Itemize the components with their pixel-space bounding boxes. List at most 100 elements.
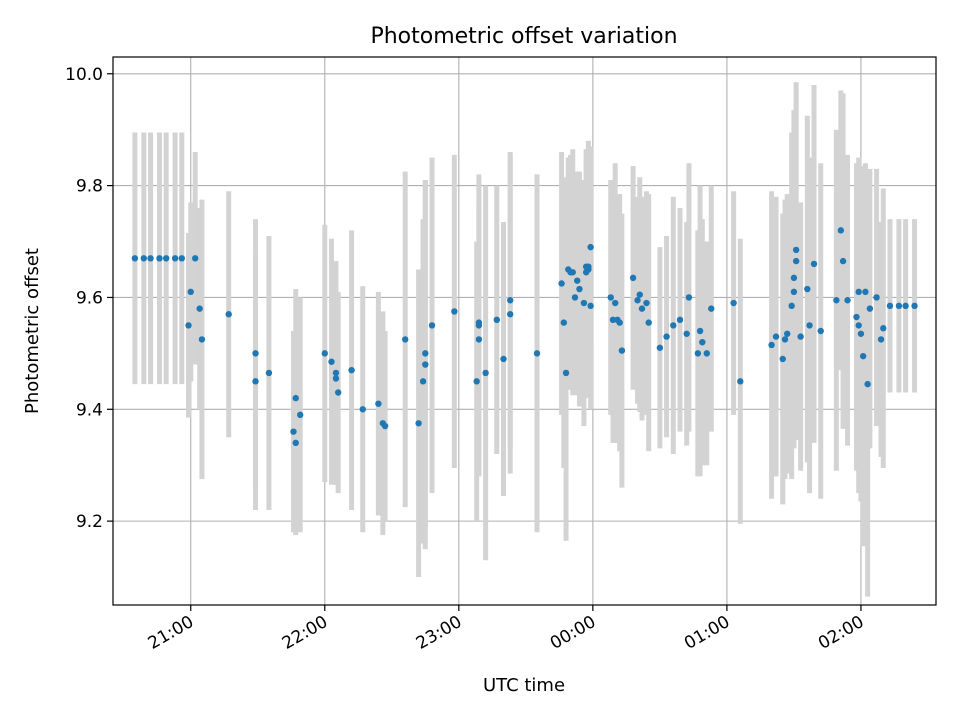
data-point (737, 378, 744, 385)
data-point (676, 316, 684, 324)
data-point (178, 255, 186, 262)
data-point (225, 311, 232, 318)
data-point (708, 305, 715, 312)
data-point (781, 336, 789, 343)
data-point (804, 285, 811, 293)
data-point (569, 269, 576, 276)
y-tick-label: 9.6 (76, 288, 103, 308)
data-point (790, 288, 798, 296)
data-point (645, 319, 652, 326)
data-point (864, 380, 871, 388)
data-point (862, 288, 869, 296)
data-point (656, 344, 664, 351)
data-point (147, 255, 154, 262)
data-point (866, 305, 874, 312)
data-point (696, 327, 704, 335)
data-point (482, 369, 489, 377)
data-point (859, 352, 867, 360)
data-point (683, 330, 690, 337)
data-point (321, 350, 328, 357)
data-point (609, 316, 617, 324)
data-point (772, 333, 780, 340)
data-point (334, 389, 342, 396)
chart-title: Photometric offset variation (370, 24, 677, 49)
plot-frame (112, 56, 937, 606)
data-point (500, 355, 507, 363)
data-points (131, 227, 918, 447)
data-point (428, 322, 436, 329)
data-point (611, 299, 619, 307)
x-axis-label: UTC time (483, 675, 565, 696)
data-point (558, 280, 565, 287)
data-point (618, 347, 626, 354)
data-point (198, 336, 206, 343)
data-point (873, 294, 880, 301)
data-point (694, 350, 702, 357)
data-point (833, 297, 840, 304)
data-point (880, 325, 887, 332)
data-point (402, 336, 409, 343)
data-point (792, 257, 800, 265)
data-point (788, 302, 795, 310)
data-point (911, 302, 918, 310)
y-tick-label: 9.2 (76, 512, 103, 532)
data-point (475, 336, 483, 343)
data-point (810, 260, 818, 268)
data-point (643, 299, 650, 307)
data-point (381, 422, 389, 430)
data-point (359, 406, 366, 413)
data-point (574, 277, 581, 284)
data-point (332, 375, 340, 382)
data-point (768, 341, 775, 349)
data-point (607, 294, 614, 301)
data-point (779, 355, 786, 363)
data-point (784, 330, 791, 337)
data-point (797, 333, 804, 340)
y-tick-label: 9.4 (76, 400, 103, 420)
data-point (375, 400, 382, 407)
data-point (192, 255, 199, 262)
y-axis-label: Photometric offset (22, 248, 43, 414)
data-point (817, 327, 824, 335)
data-point (877, 336, 885, 343)
data-point (171, 255, 179, 262)
data-point (422, 350, 429, 357)
data-point (475, 322, 483, 329)
data-point (663, 333, 670, 340)
data-point (562, 369, 570, 377)
data-point (571, 294, 579, 301)
data-point (685, 294, 693, 301)
data-point (670, 322, 677, 329)
data-point (634, 297, 641, 304)
data-point (699, 338, 706, 346)
data-point (580, 299, 588, 307)
data-point (533, 350, 541, 357)
data-point (792, 246, 800, 254)
data-point (292, 439, 299, 447)
data-point (493, 316, 500, 324)
data-point (507, 297, 514, 304)
data-point (616, 319, 623, 326)
data-point (585, 266, 592, 273)
data-point (857, 330, 865, 337)
data-point (252, 350, 259, 357)
data-point (292, 394, 299, 402)
data-point (853, 313, 860, 321)
data-point (162, 255, 170, 262)
data-point (185, 322, 192, 329)
data-point (187, 288, 194, 296)
data-point (560, 319, 568, 326)
data-point (290, 428, 297, 435)
data-point (629, 274, 637, 282)
data-point (507, 311, 514, 318)
data-point (348, 366, 355, 374)
data-point (131, 255, 139, 262)
data-point (844, 297, 851, 304)
data-point (636, 291, 643, 298)
y-tick-label: 10.0 (65, 65, 103, 85)
data-point (837, 227, 845, 234)
data-point (895, 302, 903, 310)
data-point (156, 255, 163, 262)
y-axis-ticks: 9.2 9.4 9.6 9.8 10.0 (65, 65, 113, 532)
